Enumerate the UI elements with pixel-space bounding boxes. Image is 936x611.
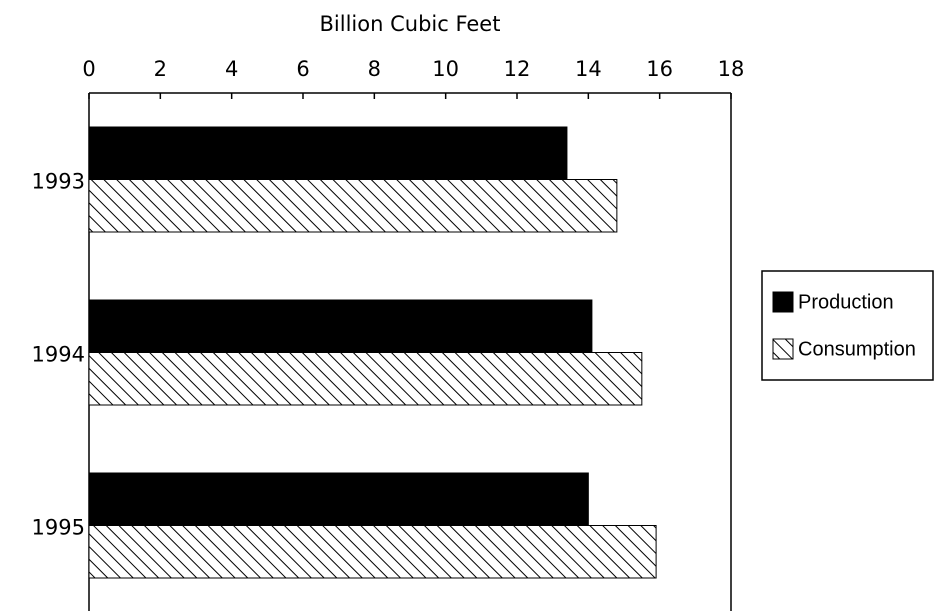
x-tick-label: 18 [718, 57, 745, 81]
bar [88, 179, 618, 233]
legend-label: Consumption [798, 338, 916, 360]
x-tick-label: 6 [296, 57, 309, 81]
bar [88, 126, 568, 180]
x-tick-label: 2 [154, 57, 167, 81]
x-tick-label: 12 [504, 57, 531, 81]
legend-swatch [772, 291, 794, 313]
bar [88, 472, 589, 526]
bar [88, 352, 643, 406]
legend-swatch [772, 338, 794, 360]
x-tick-label: 0 [82, 57, 95, 81]
y-tick-label: 1995 [32, 516, 85, 540]
x-tick-label: 8 [368, 57, 381, 81]
x-tick-label: 16 [646, 57, 673, 81]
y-tick-label: 1994 [32, 343, 85, 367]
x-tick-label: 14 [575, 57, 602, 81]
y-tick-label: 1993 [32, 170, 85, 194]
legend-label: Production [798, 291, 894, 313]
legend [761, 270, 934, 381]
x-axis-title: Billion Cubic Feet [320, 12, 501, 36]
x-tick-label: 4 [225, 57, 238, 81]
x-tick-label: 10 [432, 57, 459, 81]
bar [88, 525, 657, 579]
bar [88, 299, 593, 353]
